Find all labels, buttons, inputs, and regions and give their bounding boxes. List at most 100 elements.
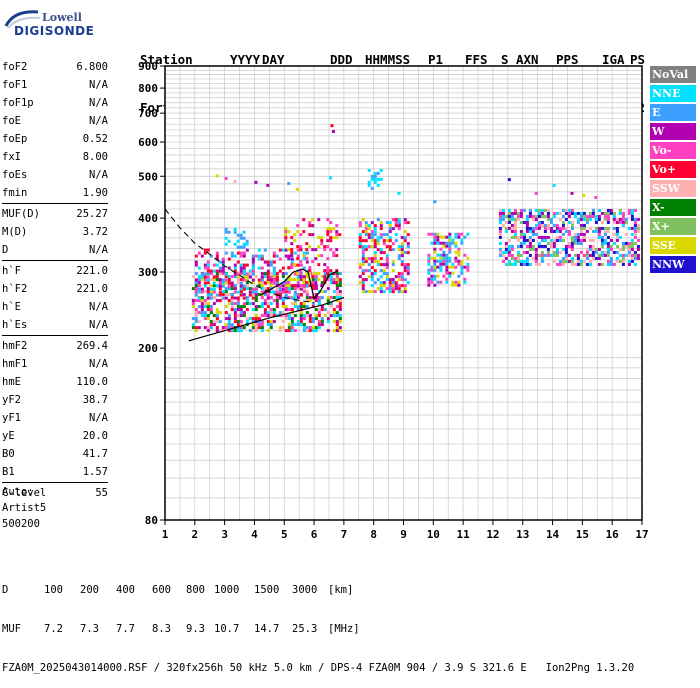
echo-point <box>257 293 261 297</box>
echo-point <box>555 235 559 239</box>
echo-point <box>615 250 619 254</box>
echo-point <box>212 275 216 279</box>
echo-point <box>335 326 339 330</box>
echo-point <box>451 238 455 242</box>
echo-point <box>579 223 583 227</box>
echo-point <box>269 296 273 300</box>
echo-point <box>516 250 520 254</box>
echo-point <box>326 311 330 315</box>
echo-point <box>281 305 285 309</box>
echo-point <box>636 226 640 230</box>
echo-point <box>451 280 455 284</box>
echo-point <box>245 248 249 252</box>
echo-point <box>284 284 288 288</box>
echo-point <box>269 263 273 267</box>
echo-point <box>278 269 282 273</box>
echo-point <box>522 259 526 263</box>
echo-point <box>391 227 395 231</box>
echo-point <box>329 278 333 282</box>
echo-point <box>567 208 571 212</box>
echo-point <box>537 223 541 227</box>
echo-point <box>206 329 210 333</box>
echo-point <box>388 221 392 225</box>
echo-point <box>245 296 249 300</box>
echo-point <box>439 253 443 257</box>
echo-point <box>433 274 437 278</box>
echo-point <box>290 323 294 327</box>
echo-point <box>633 232 637 236</box>
echo-point <box>248 269 252 273</box>
x-tick-label: 5 <box>281 528 288 541</box>
echo-point <box>531 232 535 236</box>
echo-point <box>498 226 502 230</box>
echo-point <box>370 275 374 279</box>
echo-point <box>427 232 431 236</box>
echo-point <box>329 221 333 225</box>
echo-point <box>308 233 312 237</box>
echo-point <box>364 290 368 294</box>
echo-point <box>612 232 616 236</box>
header-label-4: HHMMSS <box>365 52 411 67</box>
header-label-0: Station <box>140 52 193 67</box>
echo-point <box>606 247 610 251</box>
echo-point <box>516 214 520 218</box>
echo-point <box>326 320 330 324</box>
echo-point <box>263 275 267 279</box>
echo-point <box>621 256 625 260</box>
echo-point <box>630 214 634 218</box>
echo-point <box>534 214 538 218</box>
echo-point <box>376 177 380 181</box>
echo-point <box>299 248 303 252</box>
echo-point <box>338 302 342 306</box>
echo-point <box>236 323 240 327</box>
echo-point <box>266 329 270 333</box>
echo-point <box>606 241 610 245</box>
echo-point <box>594 196 598 200</box>
echo-point <box>525 217 529 221</box>
echo-point <box>564 217 568 221</box>
echo-point <box>209 326 213 330</box>
autoscaling-info: Auto: Artist5 500200 <box>2 484 46 532</box>
echo-point <box>528 244 532 248</box>
echo-point <box>567 214 571 218</box>
header-label-11: PS <box>630 52 646 67</box>
echo-point <box>281 311 285 315</box>
echo-point <box>302 326 306 330</box>
echo-point <box>600 262 604 266</box>
echo-point <box>567 211 571 215</box>
echo-point <box>406 221 410 225</box>
echo-point <box>564 259 568 263</box>
echo-point <box>260 320 264 324</box>
echo-point <box>254 293 258 297</box>
echo-point <box>209 254 213 258</box>
echo-point <box>221 296 225 300</box>
echo-point <box>221 326 225 330</box>
echo-point <box>454 232 458 236</box>
echo-point <box>326 239 330 243</box>
param-value: 110.0 <box>76 376 108 388</box>
echo-point <box>588 226 592 230</box>
distance-value-3: 400 <box>116 584 135 596</box>
echo-point <box>272 278 276 282</box>
echo-point <box>314 326 318 330</box>
echo-point <box>206 281 210 285</box>
echo-point <box>287 248 291 252</box>
echo-point <box>498 247 502 251</box>
echo-point <box>293 305 297 309</box>
echo-point <box>433 256 437 260</box>
echo-point <box>212 269 216 273</box>
echo-point <box>266 263 270 267</box>
echo-point <box>546 217 550 221</box>
echo-point <box>257 317 261 321</box>
echo-point <box>552 259 556 263</box>
echo-point <box>260 326 264 330</box>
echo-point <box>296 269 300 273</box>
echo-point <box>281 281 285 285</box>
echo-point <box>507 217 511 221</box>
echo-point <box>636 217 640 221</box>
echo-point <box>212 281 216 285</box>
echo-point <box>561 208 565 212</box>
echo-point <box>335 314 339 318</box>
echo-point <box>588 217 592 221</box>
echo-point <box>209 284 213 288</box>
